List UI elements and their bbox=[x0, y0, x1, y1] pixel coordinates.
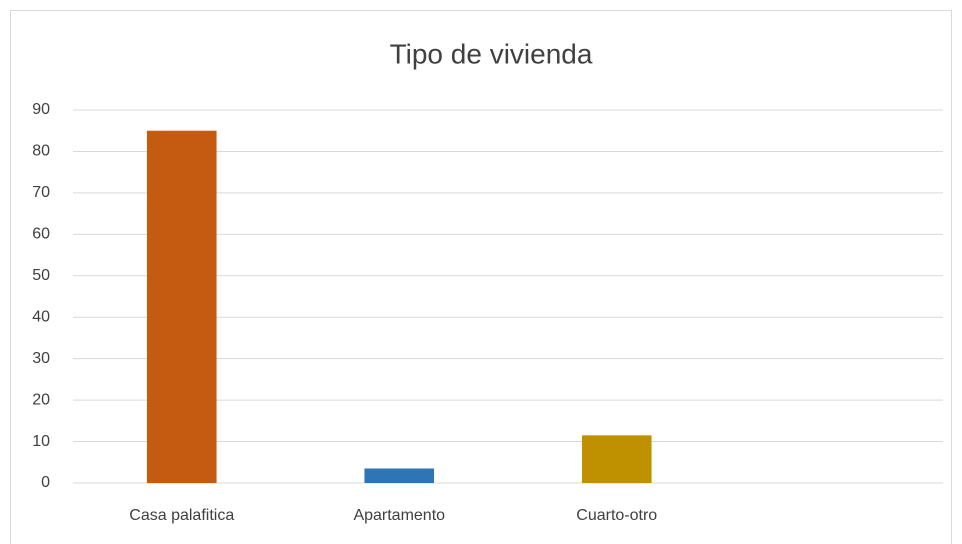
x-tick-label: Cuarto-otro bbox=[576, 507, 657, 524]
bar bbox=[146, 130, 217, 483]
chart-title: Tipo de vivienda bbox=[390, 38, 593, 69]
y-tick-label: 50 bbox=[32, 267, 50, 284]
y-tick-label: 20 bbox=[32, 391, 50, 408]
y-tick-label: 90 bbox=[32, 101, 50, 118]
y-tick-label: 10 bbox=[32, 433, 50, 450]
x-tick-label: Casa palafitica bbox=[129, 507, 234, 524]
y-tick-label: 60 bbox=[32, 226, 50, 243]
y-tick-label: 70 bbox=[32, 184, 50, 201]
y-tick-label: 0 bbox=[41, 474, 50, 491]
y-tick-label: 80 bbox=[32, 143, 50, 160]
bar bbox=[364, 468, 435, 483]
x-tick-label: Apartamento bbox=[353, 507, 445, 524]
bar bbox=[581, 435, 652, 483]
y-tick-label: 30 bbox=[32, 350, 50, 367]
y-tick-label: 40 bbox=[32, 308, 50, 325]
